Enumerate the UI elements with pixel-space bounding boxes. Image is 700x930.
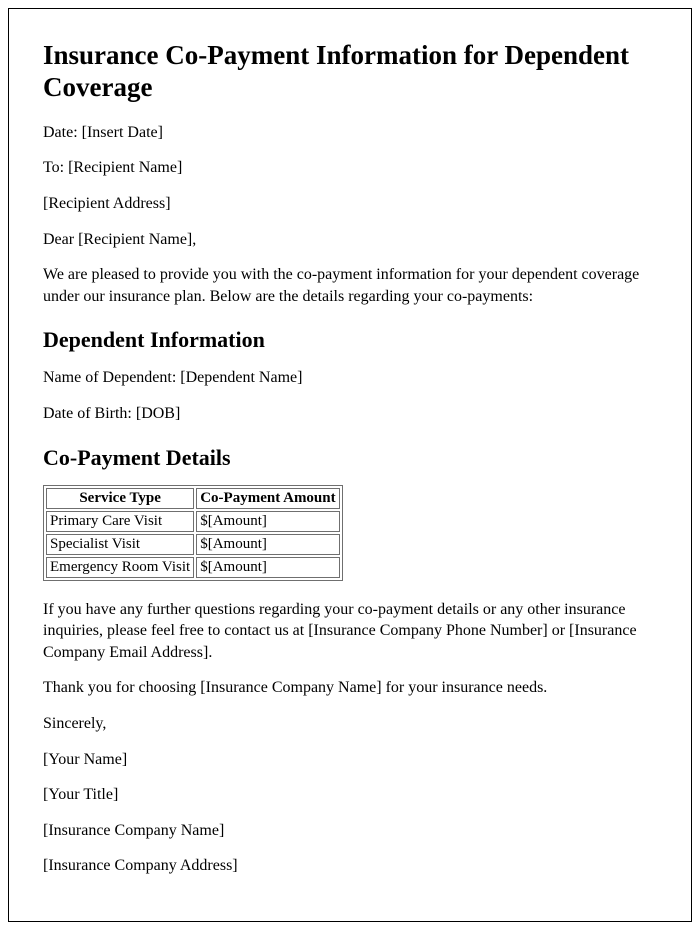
signer-title: [Your Title]: [43, 784, 657, 806]
recipient-address: [Recipient Address]: [43, 193, 657, 215]
cell-service: Primary Care Visit: [46, 511, 194, 532]
cell-service: Emergency Room Visit: [46, 557, 194, 578]
table-header-row: Service Type Co-Payment Amount: [46, 488, 340, 509]
table-row: Primary Care Visit $[Amount]: [46, 511, 340, 532]
cell-amount: $[Amount]: [196, 557, 339, 578]
cell-service: Specialist Visit: [46, 534, 194, 555]
date-line: Date: [Insert Date]: [43, 122, 657, 144]
signer-name: [Your Name]: [43, 749, 657, 771]
table-row: Specialist Visit $[Amount]: [46, 534, 340, 555]
followup-paragraph: If you have any further questions regard…: [43, 599, 657, 664]
cell-amount: $[Amount]: [196, 511, 339, 532]
dependent-dob-line: Date of Birth: [DOB]: [43, 403, 657, 425]
company-name: [Insurance Company Name]: [43, 820, 657, 842]
to-line: To: [Recipient Name]: [43, 157, 657, 179]
page-title: Insurance Co-Payment Information for Dep…: [43, 39, 657, 104]
thanks-paragraph: Thank you for choosing [Insurance Compan…: [43, 677, 657, 699]
salutation: Dear [Recipient Name],: [43, 229, 657, 251]
company-address: [Insurance Company Address]: [43, 855, 657, 877]
copay-table: Service Type Co-Payment Amount Primary C…: [43, 485, 343, 581]
col-copay-amount: Co-Payment Amount: [196, 488, 339, 509]
cell-amount: $[Amount]: [196, 534, 339, 555]
dependent-heading: Dependent Information: [43, 327, 657, 353]
col-service-type: Service Type: [46, 488, 194, 509]
closing: Sincerely,: [43, 713, 657, 735]
intro-paragraph: We are pleased to provide you with the c…: [43, 264, 657, 307]
dependent-name-line: Name of Dependent: [Dependent Name]: [43, 367, 657, 389]
copay-heading: Co-Payment Details: [43, 445, 657, 471]
table-row: Emergency Room Visit $[Amount]: [46, 557, 340, 578]
document-page: Insurance Co-Payment Information for Dep…: [8, 8, 692, 922]
